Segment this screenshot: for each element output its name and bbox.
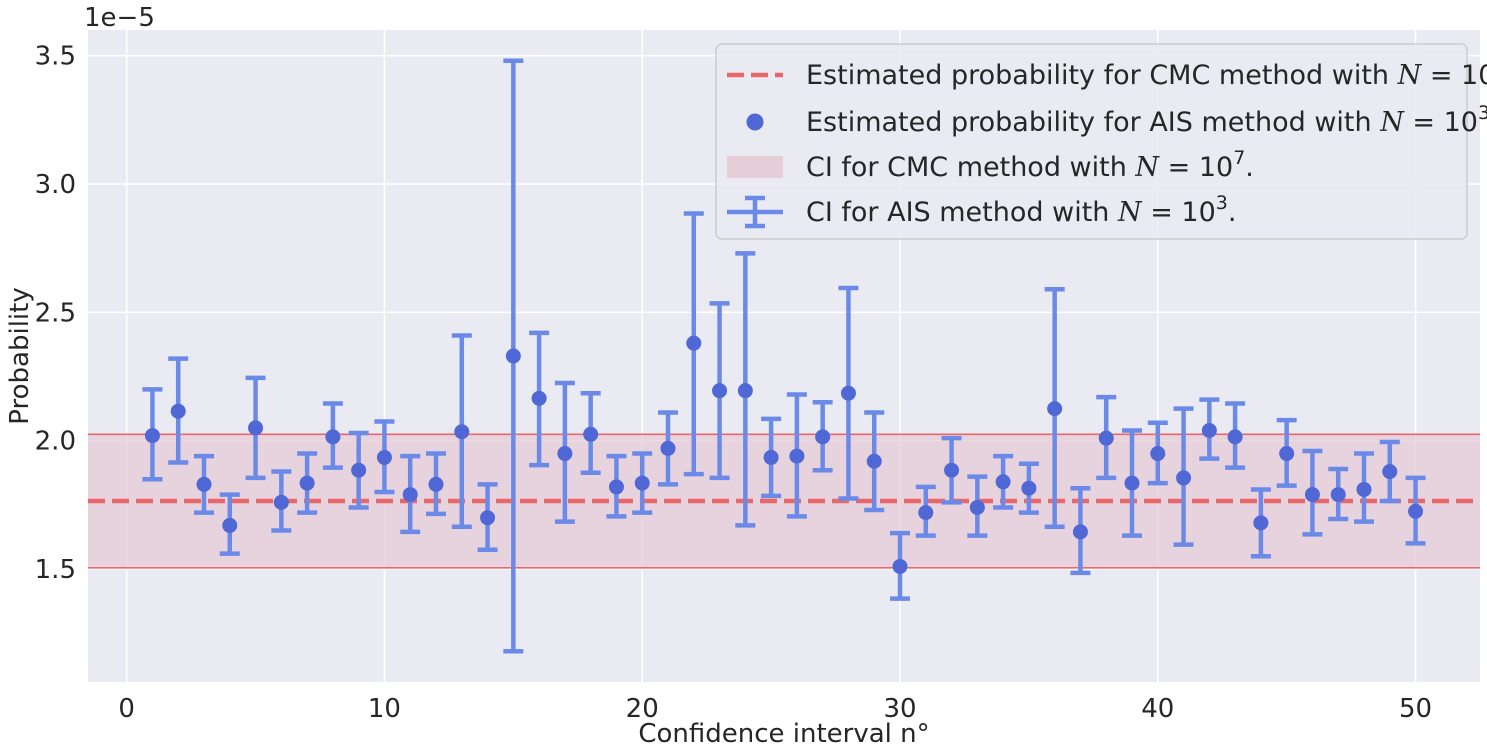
ais-point-32 <box>944 462 960 478</box>
x-tick-label: 10 <box>368 694 401 724</box>
ais-point-29 <box>866 453 882 469</box>
y-axis-label: Probability <box>5 287 35 424</box>
x-tick-label: 0 <box>118 694 135 724</box>
x-tick-label: 20 <box>626 694 659 724</box>
ais-point-6 <box>273 494 289 510</box>
x-axis-label: Confidence interval n° <box>638 719 929 749</box>
legend-marker-swatch <box>746 113 764 131</box>
y-tick-label: 3.5 <box>35 42 76 72</box>
legend-label: CI for AIS method with N = 103. <box>806 192 1236 228</box>
ais-point-37 <box>1072 524 1088 540</box>
ais-point-20 <box>634 475 650 491</box>
ais-point-11 <box>402 487 418 503</box>
ais-point-25 <box>763 449 779 465</box>
ais-point-28 <box>840 385 856 401</box>
ais-point-21 <box>660 440 676 456</box>
ais-point-7 <box>299 475 315 491</box>
ais-point-15 <box>505 348 521 364</box>
ais-point-2 <box>170 403 186 419</box>
ais-point-34 <box>995 474 1011 490</box>
ais-point-17 <box>557 446 573 462</box>
ais-point-1 <box>144 428 160 444</box>
tick-labels: 0 10 20 30 40 50 1.5 2.0 2.5 3.0 3.5 <box>35 42 1432 724</box>
ais-point-27 <box>815 429 831 445</box>
ais-point-24 <box>737 383 753 399</box>
x-tick-label: 40 <box>1141 694 1174 724</box>
legend-box <box>715 43 1468 240</box>
y-tick-label: 2.0 <box>35 427 76 457</box>
ais-point-19 <box>608 479 624 495</box>
x-tick-label: 50 <box>1399 694 1432 724</box>
ais-point-50 <box>1408 503 1424 519</box>
legend: Estimated probability for CMC method wit… <box>715 43 1487 240</box>
ais-point-42 <box>1201 422 1217 438</box>
ais-point-5 <box>248 420 264 436</box>
ais-point-13 <box>454 424 470 440</box>
x-tick-label: 30 <box>883 694 916 724</box>
ais-point-41 <box>1176 470 1192 486</box>
legend-label: Estimated probability for CMC method wit… <box>806 55 1487 91</box>
ais-point-46 <box>1304 487 1320 503</box>
ais-point-40 <box>1150 446 1166 462</box>
ais-point-16 <box>531 390 547 406</box>
ais-point-45 <box>1279 446 1295 462</box>
ais-point-44 <box>1253 515 1269 531</box>
ais-point-33 <box>969 499 985 515</box>
ais-point-18 <box>583 426 599 442</box>
ais-point-36 <box>1047 401 1063 417</box>
legend-label: Estimated probability for AIS method wit… <box>806 102 1487 138</box>
ais-point-31 <box>918 505 934 521</box>
ais-point-48 <box>1356 481 1372 497</box>
ais-point-23 <box>712 383 728 399</box>
ais-point-26 <box>789 448 805 464</box>
ais-point-43 <box>1227 429 1243 445</box>
ais-point-8 <box>325 429 341 445</box>
ais-point-38 <box>1098 430 1114 446</box>
ais-point-3 <box>196 476 212 492</box>
y-tick-label: 3.0 <box>35 170 76 200</box>
legend-patch-swatch <box>727 156 783 178</box>
ais-point-10 <box>376 449 392 465</box>
ais-point-35 <box>1021 480 1037 496</box>
ais-point-47 <box>1330 487 1346 503</box>
ais-point-49 <box>1382 464 1398 480</box>
ais-point-4 <box>222 517 238 533</box>
ais-point-12 <box>428 476 444 492</box>
y-tick-label: 1.5 <box>35 555 76 585</box>
ais-point-14 <box>480 510 496 526</box>
ais-point-39 <box>1124 475 1140 491</box>
ais-point-30 <box>892 558 908 574</box>
y-offset-text: 1e−5 <box>84 3 155 33</box>
ais-markers <box>144 335 1424 574</box>
ais-point-9 <box>351 462 367 478</box>
legend-label: CI for CMC method with N = 107. <box>806 147 1254 183</box>
y-tick-label: 2.5 <box>35 298 76 328</box>
ais-point-22 <box>686 335 702 351</box>
